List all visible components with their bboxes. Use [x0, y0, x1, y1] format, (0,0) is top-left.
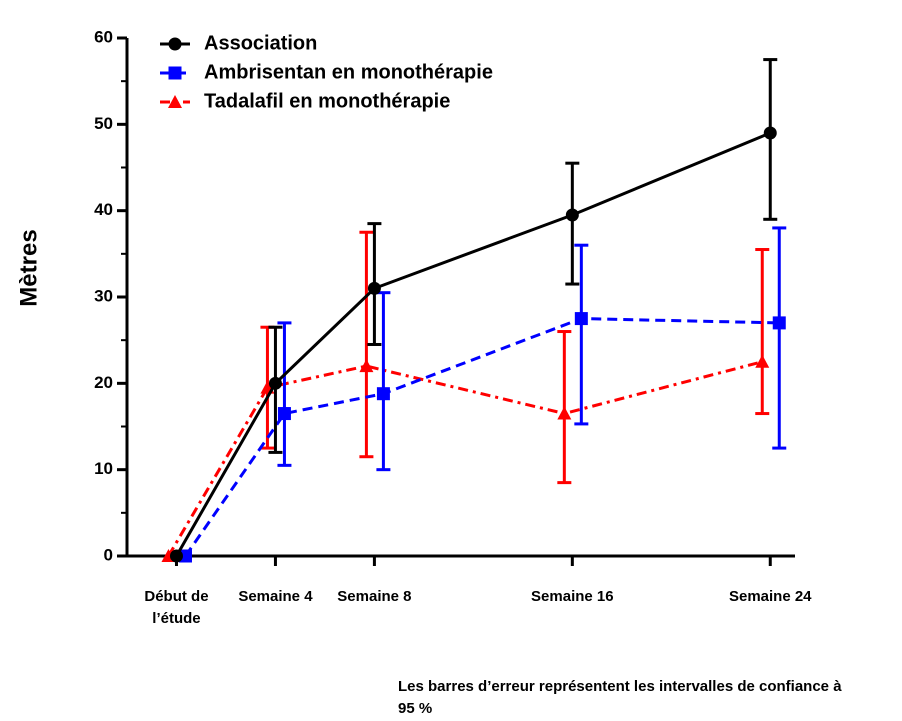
- x-tick-label: Semaine 24: [728, 588, 812, 605]
- marker: [763, 126, 777, 140]
- x-tick-label: Semaine 4: [238, 588, 313, 605]
- marker: [168, 37, 182, 51]
- marker: [772, 316, 786, 330]
- marker: [169, 549, 183, 563]
- legend-label: Tadalafil en monothérapie: [204, 90, 450, 112]
- marker: [168, 95, 182, 108]
- marker: [367, 281, 381, 295]
- marker: [268, 376, 282, 390]
- marker: [755, 354, 770, 368]
- series-line: [167, 360, 763, 557]
- marker: [178, 549, 192, 563]
- marker: [565, 208, 579, 222]
- marker: [574, 312, 588, 326]
- legend-label: Ambrisentan en monothérapie: [204, 61, 493, 83]
- y-tick-label: 10: [94, 459, 113, 478]
- y-tick-label: 40: [94, 200, 113, 219]
- y-axis-label: Mètres: [15, 229, 42, 306]
- marker: [376, 387, 390, 401]
- y-tick-label: 50: [94, 114, 113, 133]
- footnote: Les barres d’erreur représentent les int…: [398, 678, 842, 717]
- y-tick-label: 60: [94, 27, 113, 46]
- marker: [168, 66, 182, 80]
- legend-label: Association: [204, 32, 317, 54]
- x-tick-label: Semaine 16: [531, 588, 614, 605]
- x-tick-label: Semaine 8: [337, 588, 412, 605]
- y-tick-label: 0: [104, 545, 113, 564]
- marker: [359, 359, 374, 373]
- series-line: [175, 131, 771, 557]
- x-tick-label: Début de l’étude: [144, 588, 209, 627]
- marker: [557, 406, 572, 420]
- y-tick-label: 20: [94, 373, 113, 392]
- marker: [277, 407, 291, 421]
- y-tick-label: 30: [94, 286, 113, 305]
